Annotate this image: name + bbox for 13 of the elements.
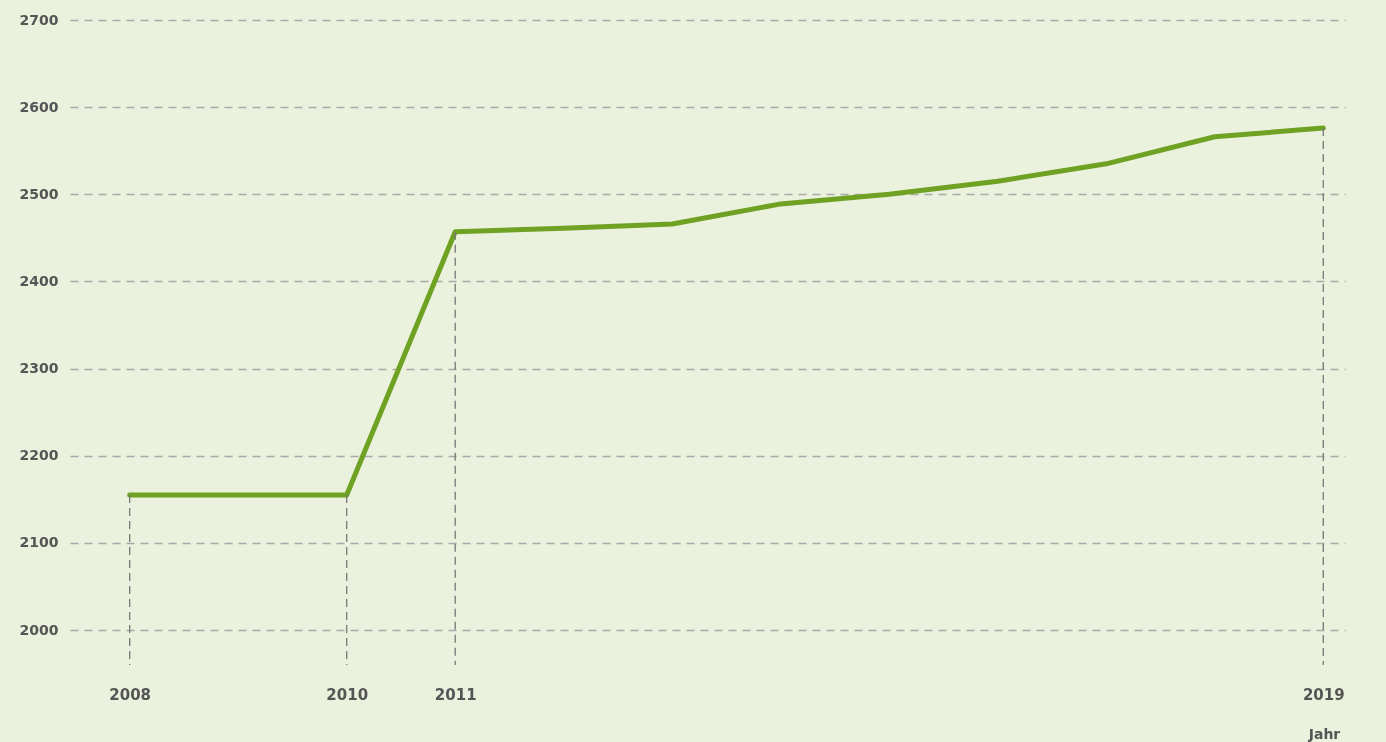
y-tick-label: 2700 (19, 11, 59, 28)
x-tick-label: 2011 (434, 685, 477, 704)
x-tick-label: 2008 (109, 685, 152, 704)
y-tick-label: 2200 (19, 447, 59, 464)
y-tick-label: 2500 (19, 185, 59, 202)
x-axis-title: Jahr (1307, 725, 1341, 742)
y-tick-label: 2300 (19, 360, 59, 377)
x-tick-label: 2010 (326, 685, 369, 704)
y-tick-label: 2400 (19, 272, 59, 289)
y-tick-label: 2600 (19, 98, 59, 115)
y-tick-label: 2100 (19, 534, 59, 551)
x-tick-label: 2019 (1302, 685, 1345, 704)
y-tick-label: 2000 (19, 621, 59, 638)
